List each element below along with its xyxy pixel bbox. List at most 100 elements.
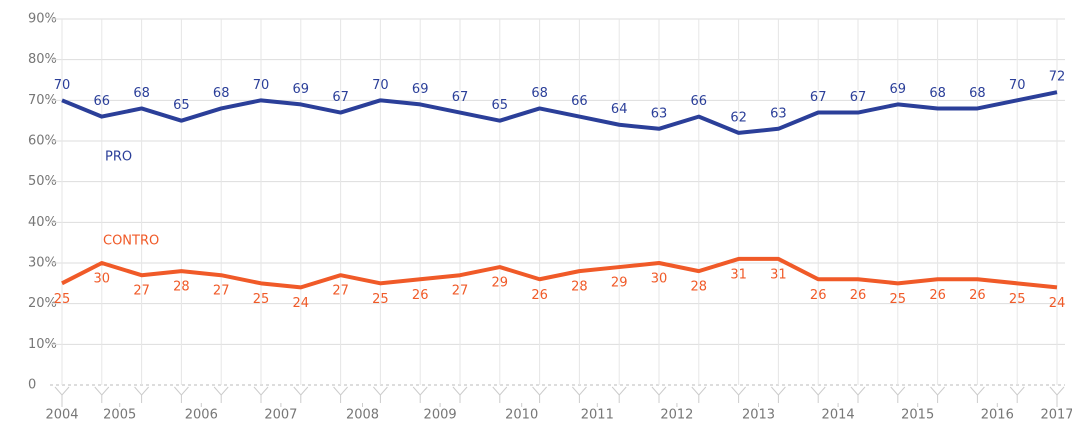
data-label: 25 <box>253 292 270 307</box>
x-tick <box>890 386 906 403</box>
data-label: 70 <box>54 78 71 93</box>
x-tick <box>253 386 269 403</box>
y-tick-label: 80% <box>28 52 57 67</box>
x-tick <box>54 386 70 403</box>
data-label: 26 <box>412 288 429 303</box>
data-label: 62 <box>730 110 747 125</box>
series-label: CONTRO <box>103 234 159 249</box>
x-tick <box>333 386 348 403</box>
y-tick-label: 60% <box>28 134 57 149</box>
data-label: 67 <box>332 90 349 105</box>
data-label: 27 <box>213 284 230 299</box>
data-label: 28 <box>173 280 190 295</box>
data-label: 68 <box>133 86 150 101</box>
data-label: 27 <box>332 284 349 299</box>
data-label: 30 <box>94 272 111 287</box>
data-label: 25 <box>54 292 71 307</box>
x-tick <box>412 386 428 403</box>
x-tick <box>492 386 508 403</box>
data-label: 25 <box>890 292 907 307</box>
x-tick-label: 2010 <box>505 408 538 423</box>
x-tick <box>1009 386 1025 403</box>
x-tick-label: 2012 <box>660 408 693 423</box>
y-tick-label: 50% <box>28 174 57 189</box>
data-label: 24 <box>1049 296 1066 311</box>
x-tick <box>134 386 149 403</box>
x-tick <box>532 386 547 403</box>
data-label: 26 <box>810 288 827 303</box>
y-tick-label: 0 <box>28 378 36 393</box>
data-label: 27 <box>452 284 469 299</box>
x-tick <box>174 386 189 403</box>
x-tick <box>810 386 826 403</box>
x-tick-label: 2005 <box>103 408 136 423</box>
data-label: 72 <box>1049 70 1066 85</box>
data-label: 69 <box>412 82 429 97</box>
data-label: 28 <box>691 280 708 295</box>
x-tick-label: 2007 <box>264 408 297 423</box>
x-tick-label: 2016 <box>981 408 1014 423</box>
data-label: 29 <box>611 276 628 291</box>
x-tick <box>691 386 707 403</box>
data-label: 68 <box>929 86 946 101</box>
data-label: 68 <box>213 86 230 101</box>
data-label: 24 <box>293 296 310 311</box>
data-label: 69 <box>293 82 310 97</box>
x-tick-label: 2004 <box>45 408 78 423</box>
x-tick <box>452 386 468 403</box>
x-tick <box>850 386 866 403</box>
data-label: 26 <box>929 288 946 303</box>
data-label: 26 <box>850 288 867 303</box>
data-label: 31 <box>730 267 747 282</box>
y-tick-label: 40% <box>28 215 57 230</box>
data-label: 67 <box>452 90 469 105</box>
data-label: 26 <box>531 288 548 303</box>
x-tick-label: 2015 <box>901 408 934 423</box>
data-label: 64 <box>611 102 628 117</box>
x-tick <box>771 386 786 403</box>
x-tick <box>930 386 945 403</box>
x-tick-label: 2017 <box>1040 408 1072 423</box>
x-tick <box>373 386 388 403</box>
data-label: 67 <box>850 90 867 105</box>
line <box>61 90 1058 135</box>
data-label: 63 <box>651 106 668 121</box>
data-label: 69 <box>890 82 907 97</box>
data-label: 27 <box>133 284 150 299</box>
x-tick <box>651 386 667 403</box>
x-tick <box>94 386 110 403</box>
data-label: 67 <box>810 90 827 105</box>
data-label: 70 <box>1009 78 1026 93</box>
data-label: 66 <box>691 94 708 109</box>
data-label: 26 <box>969 288 986 303</box>
x-tick <box>731 386 746 403</box>
x-tick <box>572 386 587 403</box>
x-tick-label: 2014 <box>822 408 855 423</box>
x-tick-label: 2006 <box>185 408 218 423</box>
data-label: 68 <box>969 86 986 101</box>
data-label: 31 <box>770 267 787 282</box>
x-tick-label: 2008 <box>346 408 379 423</box>
x-tick <box>611 386 627 403</box>
series-label: PRO <box>105 150 132 165</box>
data-label: 63 <box>770 106 787 121</box>
y-tick-label: 30% <box>28 256 57 271</box>
x-tick-label: 2009 <box>424 408 457 423</box>
line <box>61 256 1058 290</box>
y-tick-label: 10% <box>28 337 57 352</box>
data-label: 66 <box>571 94 588 109</box>
y-tick-label: 70% <box>28 93 57 108</box>
x-tick <box>970 386 985 403</box>
data-label: 29 <box>492 276 509 291</box>
x-tick-label: 2013 <box>742 408 775 423</box>
x-tick <box>213 386 229 403</box>
data-label: 25 <box>1009 292 1026 307</box>
data-label: 25 <box>372 292 389 307</box>
y-tick-label: 90% <box>28 12 57 27</box>
data-label: 70 <box>372 78 389 93</box>
x-tick <box>1049 386 1065 403</box>
data-label: 28 <box>571 280 588 295</box>
x-tick-label: 2011 <box>581 408 614 423</box>
data-label: 70 <box>253 78 270 93</box>
